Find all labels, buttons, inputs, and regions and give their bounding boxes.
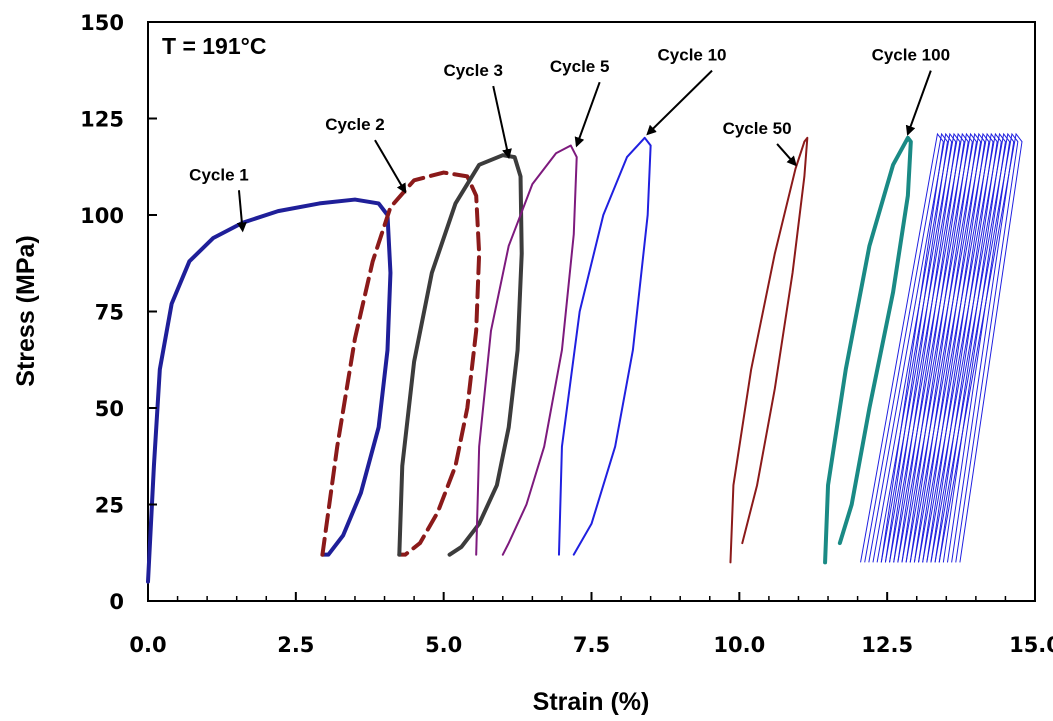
annotation-label: Cycle 1 bbox=[189, 165, 249, 184]
annotation-label: Cycle 10 bbox=[658, 46, 727, 65]
x-tick-label: 0.0 bbox=[129, 633, 166, 657]
y-axis-title: Stress (MPa) bbox=[12, 235, 40, 386]
series-line-cycle-10 bbox=[557, 136, 652, 556]
axis-layer: 0.0 2.5 5.0 7.5 10.0 12.5 15.0 0 25 50 75 100 125 150 bbox=[80, 11, 1053, 657]
annotation-arrow bbox=[574, 81, 601, 148]
x-axis-title: Strain (%) bbox=[533, 688, 650, 716]
x-tick-label: 7.5 bbox=[573, 633, 610, 657]
series-layer bbox=[146, 135, 913, 584]
series-line-cycle-3 bbox=[397, 153, 524, 557]
annotation-label: Cycle 5 bbox=[550, 57, 610, 76]
y-tick-label: 50 bbox=[95, 397, 124, 421]
y-tick-label: 125 bbox=[80, 108, 124, 132]
annotation-arrow bbox=[492, 85, 512, 160]
annotation-label: Cycle 3 bbox=[443, 61, 503, 80]
annotation-label: Cycle 2 bbox=[325, 115, 385, 134]
series-line-cycle-2 bbox=[320, 170, 482, 557]
annotation-arrow bbox=[236, 190, 247, 233]
annotation-arrow bbox=[905, 70, 932, 136]
x-tick-label: 10.0 bbox=[713, 633, 765, 657]
annotation-arrow bbox=[776, 143, 797, 167]
series-line-cycle-100 bbox=[823, 135, 913, 565]
x-tick-label: 2.5 bbox=[277, 633, 314, 657]
annotation-layer: Cycle 1 Cycle 2 Cycle 3 Cycle 5 Cycle 10 Cycl… bbox=[189, 46, 950, 233]
series-line-cycle-50 bbox=[729, 136, 809, 564]
annotation-label: Cycle 100 bbox=[872, 46, 950, 65]
y-tick-label: 25 bbox=[95, 494, 124, 518]
annotation-arrow bbox=[646, 69, 713, 136]
x-tick-label: 5.0 bbox=[425, 633, 462, 657]
later-cycle-line bbox=[938, 132, 1023, 563]
x-tick-label: 12.5 bbox=[861, 633, 913, 657]
temperature-label: T = 191°C bbox=[162, 33, 266, 59]
series-line-cycle-1 bbox=[146, 197, 393, 584]
later-cycle-line bbox=[860, 132, 944, 563]
y-tick-label: 100 bbox=[80, 204, 124, 228]
x-tick-label: 15.0 bbox=[1009, 633, 1053, 657]
annotation-arrow bbox=[374, 139, 407, 194]
y-tick-label: 75 bbox=[95, 301, 124, 325]
series-line-cycle-5 bbox=[475, 144, 578, 556]
y-tick-label: 150 bbox=[80, 11, 124, 35]
later-cycles-layer bbox=[860, 132, 1023, 563]
annotation-label: Cycle 50 bbox=[723, 119, 792, 138]
y-tick-label: 0 bbox=[109, 590, 124, 614]
